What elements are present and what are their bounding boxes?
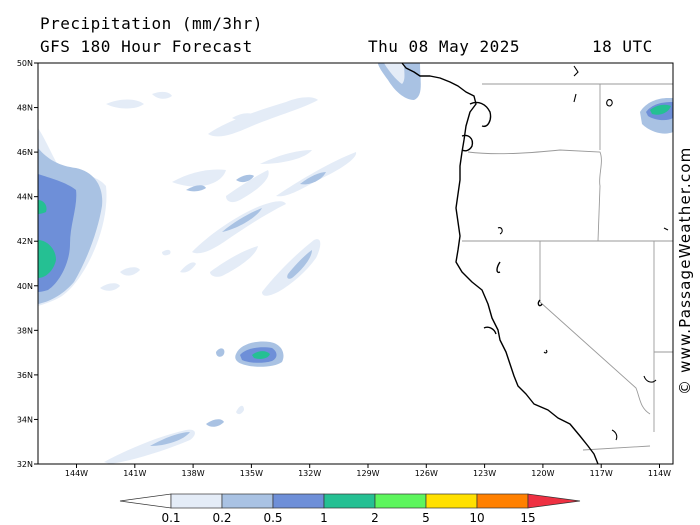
latitude-ticks: 50N 48N 46N 44N 42N 40N 38N 36N 34N 32N	[17, 59, 38, 469]
forecast-date: Thu 08 May 2025	[368, 37, 520, 56]
lon-tick-label: 132W	[298, 469, 321, 478]
credit-text: © www.PassageWeather.com	[676, 146, 694, 395]
lon-tick-label: 120W	[531, 469, 554, 478]
lat-tick-label: 44N	[17, 193, 33, 202]
legend-label: 10	[469, 511, 484, 525]
lat-tick-label: 38N	[17, 326, 33, 335]
precipitation-shading	[38, 63, 673, 464]
legend-label: 15	[520, 511, 535, 525]
lat-tick-label: 32N	[17, 460, 33, 469]
map-frame	[37, 62, 674, 465]
legend-label: 2	[371, 511, 379, 525]
precipitation-legend: 0.1 0.2 0.5 1 2 5 10 15	[119, 493, 581, 525]
lon-tick-label: 123W	[473, 469, 496, 478]
lat-tick-label: 48N	[17, 104, 33, 113]
lon-tick-label: 144W	[65, 469, 88, 478]
state-borders	[462, 83, 673, 451]
map-title: Precipitation (mm/3hr)	[40, 14, 263, 33]
lon-tick-label: 129W	[356, 469, 379, 478]
lat-tick-label: 40N	[17, 282, 33, 291]
legend-label: 0.1	[161, 511, 180, 525]
map-background	[38, 63, 673, 464]
lon-tick-label: 138W	[182, 469, 205, 478]
lat-tick-label: 34N	[17, 415, 33, 424]
legend-label: 0.2	[212, 511, 231, 525]
lakes-and-rivers	[497, 65, 669, 441]
legend-swatch	[170, 493, 223, 509]
lon-tick-label: 126W	[415, 469, 438, 478]
legend-swatch	[323, 493, 376, 509]
lat-tick-label: 36N	[17, 371, 33, 380]
coastline	[401, 62, 599, 465]
legend-label: 1	[320, 511, 328, 525]
longitude-ticks: 144W 141W 138W 135W 132W 129W 126W 123W 120W 117W…	[65, 464, 671, 478]
lon-tick-label: 141W	[123, 469, 146, 478]
legend-label: 5	[422, 511, 430, 525]
lat-tick-label: 50N	[17, 59, 33, 68]
lat-tick-label: 46N	[17, 148, 33, 157]
legend-swatch	[221, 493, 274, 509]
lat-tick-label: 42N	[17, 237, 33, 246]
legend-swatch	[374, 493, 427, 509]
lon-tick-label: 114W	[648, 469, 671, 478]
model-label: GFS 180 Hour Forecast	[40, 37, 253, 56]
legend-arrow-low	[119, 493, 172, 509]
lon-tick-label: 117W	[590, 469, 613, 478]
forecast-time: 18 UTC	[592, 37, 653, 56]
legend-swatch	[425, 493, 478, 509]
legend-arrow-high	[527, 493, 581, 509]
lon-tick-label: 135W	[240, 469, 263, 478]
legend-label: 0.5	[263, 511, 282, 525]
legend-swatch	[476, 493, 529, 509]
legend-swatch	[272, 493, 325, 509]
